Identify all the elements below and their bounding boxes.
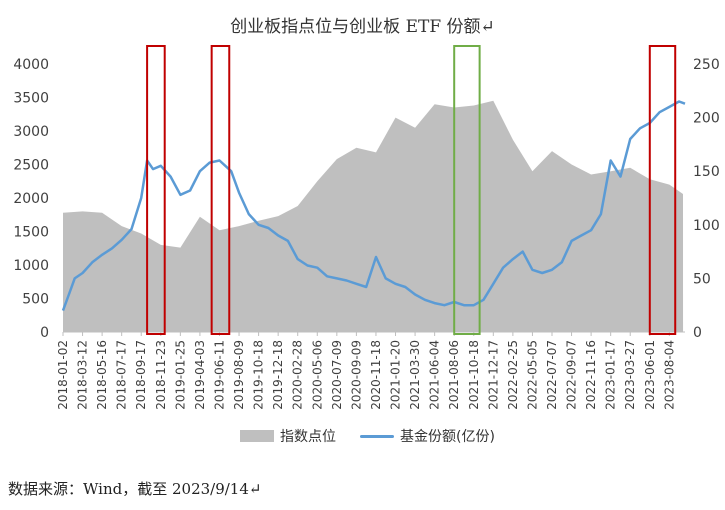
source-note: 数据来源：Wind，截至 2023/9/14↵ xyxy=(8,480,262,498)
highlight-box xyxy=(146,45,166,335)
x-tick-label: 2023-01-17 xyxy=(604,340,618,410)
series-share-line xyxy=(61,100,686,312)
x-tick-label: 2022-02-25 xyxy=(506,340,520,410)
right-tick-label: 50 xyxy=(693,271,711,287)
right-tick-label: 250 xyxy=(693,57,720,73)
chart-title: 创业板指点位与创业板 ETF 份额↵ xyxy=(230,17,495,37)
left-tick-label: 2000 xyxy=(13,191,49,207)
x-tick-label: 2018-03-12 xyxy=(76,340,90,410)
legend-item-index: 指数点位 xyxy=(240,426,336,446)
right-tick-label: 150 xyxy=(693,164,720,180)
x-tick-label: 2023-08-04 xyxy=(662,340,676,410)
x-tick-label: 2022-11-16 xyxy=(584,340,598,410)
left-tick-label: 4000 xyxy=(13,57,49,73)
x-tick-label: 2020-09-09 xyxy=(349,340,363,410)
x-tick-label: 2019-08-09 xyxy=(232,340,246,410)
x-tick-label: 2021-06-04 xyxy=(428,340,442,410)
left-tick-label: 0 xyxy=(40,325,49,341)
x-tick-label: 2018-07-17 xyxy=(115,340,129,410)
right-tick-label: 100 xyxy=(693,218,720,234)
legend-item-share: 基金份额(亿份) xyxy=(360,426,495,446)
legend-label-index: 指数点位 xyxy=(280,429,336,445)
x-tick-label: 2023-03-27 xyxy=(623,340,637,410)
x-tick-label: 2022-09-07 xyxy=(565,340,579,410)
highlight-box xyxy=(453,45,481,335)
right-tick-label: 200 xyxy=(693,111,720,127)
legend-swatch-line xyxy=(360,434,394,438)
x-tick-label: 2019-04-03 xyxy=(193,340,207,410)
legend-label-share: 基金份额(亿份) xyxy=(400,429,495,445)
x-tick-label: 2019-12-18 xyxy=(271,340,285,410)
x-tick-label: 2022-05-05 xyxy=(525,340,539,410)
x-tick-label: 2019-01-25 xyxy=(173,340,187,410)
highlight-box xyxy=(648,45,677,335)
x-tick-label: 2021-01-20 xyxy=(389,340,403,410)
x-tick-label: 2021-03-30 xyxy=(408,340,422,410)
x-tick-label: 2020-11-18 xyxy=(369,340,383,410)
left-tick-label: 2500 xyxy=(13,158,49,174)
x-tick-label: 2020-02-28 xyxy=(291,340,305,410)
x-tick-label: 2018-01-02 xyxy=(56,340,70,410)
left-tick-label: 3000 xyxy=(13,124,49,140)
x-tick-label: 2018-05-16 xyxy=(95,340,109,410)
x-tick-label: 2019-06-11 xyxy=(212,340,226,410)
legend: 指数点位 基金份额(亿份) xyxy=(0,426,725,450)
highlight-box xyxy=(210,45,231,335)
right-tick-label: 0 xyxy=(693,325,702,341)
left-tick-label: 500 xyxy=(22,292,49,308)
left-tick-label: 3500 xyxy=(13,91,49,107)
left-tick-label: 1500 xyxy=(13,225,49,241)
x-tick-label: 2021-12-17 xyxy=(486,340,500,410)
x-tick-label: 2021-08-06 xyxy=(447,340,461,410)
legend-swatch-area xyxy=(240,430,274,442)
x-tick-label: 2021-10-18 xyxy=(467,340,481,410)
x-tick-label: 2020-07-09 xyxy=(330,340,344,410)
x-tick-label: 2019-10-18 xyxy=(252,340,266,410)
x-tick-label: 2018-09-17 xyxy=(134,340,148,410)
x-tick-label: 2022-07-07 xyxy=(545,340,559,410)
left-tick-label: 1000 xyxy=(13,258,49,274)
x-tick-label: 2023-06-01 xyxy=(643,340,657,410)
x-tick-label: 2018-11-23 xyxy=(154,340,168,410)
x-tick-label: 2020-05-06 xyxy=(310,340,324,410)
series-index-area xyxy=(63,100,684,332)
